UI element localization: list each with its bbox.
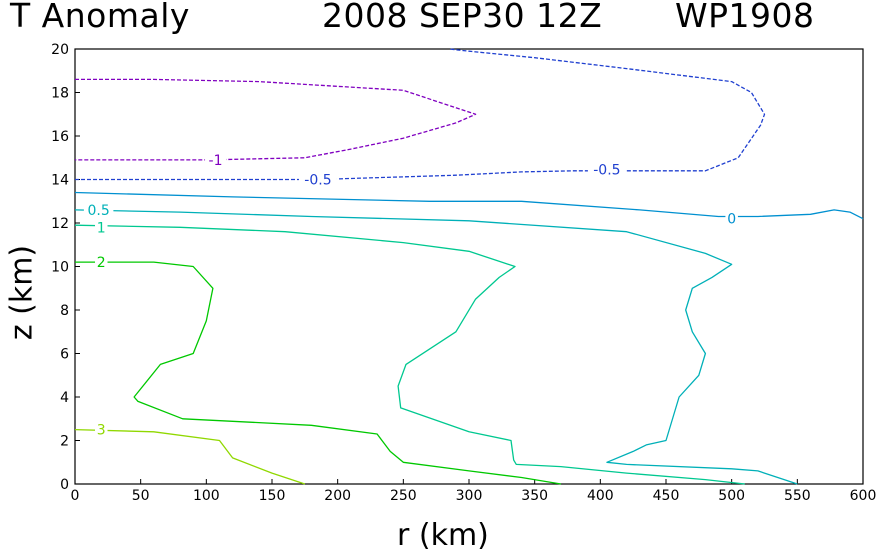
contour-lines: [74, 48, 864, 485]
x-tick-label: 200: [324, 488, 351, 504]
contour-labels: -1 -0.5 -0.5 0 0.51 2 3: [83, 151, 738, 439]
x-tick-label: 250: [390, 488, 417, 504]
x-tick-label: 450: [653, 488, 680, 504]
contour-label-bg: [95, 254, 108, 270]
contour-label-bg: [587, 161, 626, 177]
chart-title-variable: T Anomaly: [10, 0, 190, 35]
contour-label: 1: [97, 220, 106, 236]
contour-line: [74, 191, 864, 220]
x-axis-label: r (km): [397, 518, 489, 553]
y-tick-label: 14: [51, 173, 69, 189]
chart-title-datetime: 2008 SEP30 12Z: [322, 0, 603, 35]
contour-label: -0.5: [304, 173, 331, 189]
x-tick-label: 300: [456, 488, 483, 504]
x-tick-label: 400: [587, 488, 614, 504]
contour-label-bg: [95, 421, 108, 437]
contour-label: -1: [209, 153, 223, 169]
x-tick-label: 150: [259, 488, 286, 504]
contour-label: 0: [727, 212, 736, 228]
y-tick-label: 6: [60, 347, 69, 363]
contour-label: 2: [97, 255, 106, 271]
x-tick-label: 0: [71, 488, 80, 504]
x-tick-label: 500: [718, 488, 745, 504]
contour-label-bg: [83, 201, 114, 217]
y-tick-label: 0: [60, 477, 69, 493]
contour-label-bg: [725, 210, 738, 226]
y-tick-label: 16: [51, 129, 69, 145]
y-tick-label: 20: [51, 42, 69, 58]
contour-label-bg: [205, 151, 227, 167]
y-tick-label: 8: [60, 303, 69, 319]
x-tick-label: 100: [193, 488, 220, 504]
chart-title-storm: WP1908: [675, 0, 815, 35]
x-tick-label: 600: [850, 488, 877, 504]
y-axis-ticks: 0 2 4 6 8 10 12 14 16 18 20: [51, 42, 80, 493]
y-tick-label: 10: [51, 260, 69, 276]
contour-line: [75, 48, 766, 181]
contour-line: [74, 428, 306, 485]
y-tick-label: 12: [51, 216, 69, 232]
x-tick-label: 550: [784, 488, 811, 504]
y-tick-label: 4: [60, 390, 69, 406]
contour-line: [75, 261, 562, 485]
y-tick-label: 18: [51, 86, 69, 102]
x-tick-label: 50: [132, 488, 150, 504]
x-tick-label: 350: [521, 488, 548, 504]
contour-label: 3: [97, 423, 106, 439]
contour-line: [75, 78, 477, 161]
contour-line: [74, 209, 798, 485]
y-tick-label: 2: [60, 434, 69, 450]
x-axis-ticks: 0 50 100 150 200 250 300 350 400 450 500 550 600: [71, 479, 877, 504]
contour-line: [74, 224, 745, 485]
y-axis-label: z (km): [4, 244, 40, 341]
contour-label-bg: [95, 219, 108, 235]
contour-label: -0.5: [593, 163, 620, 179]
contour-label-bg: [298, 171, 337, 187]
contour-label: 0.5: [88, 203, 110, 219]
